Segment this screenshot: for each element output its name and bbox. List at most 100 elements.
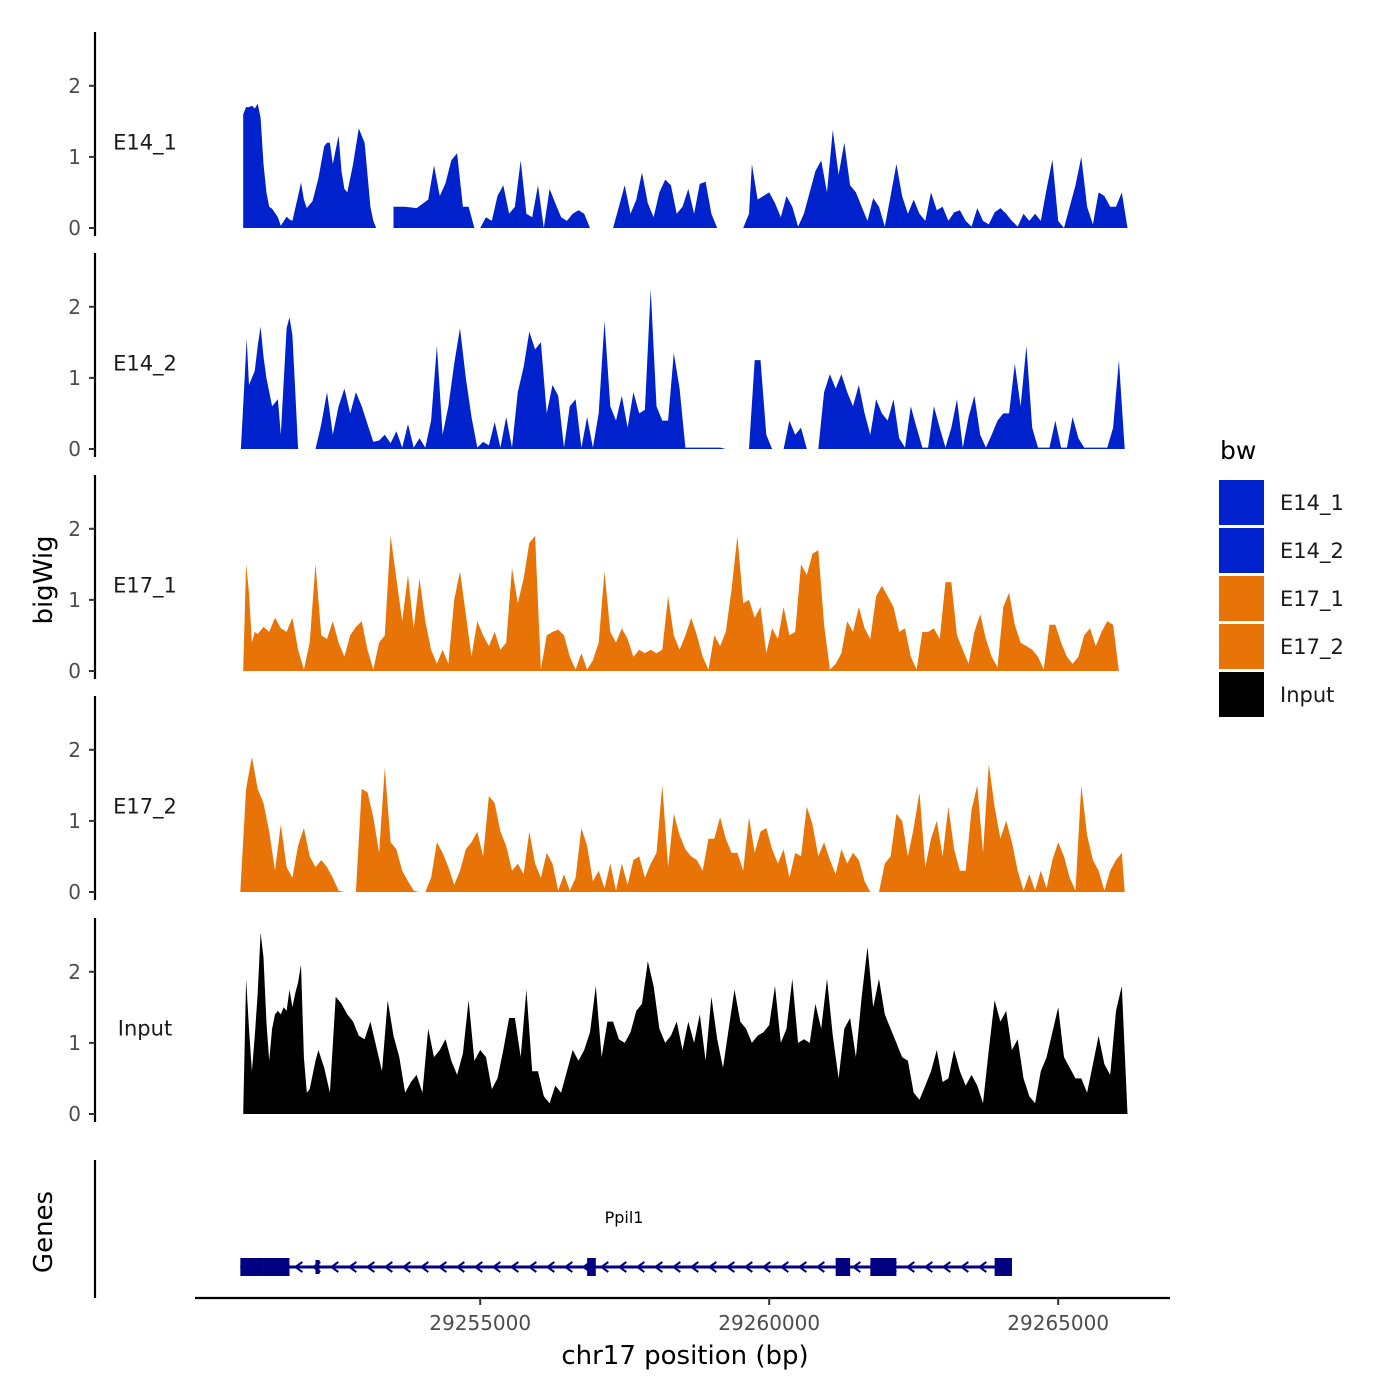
x-tick-label: 29265000 (1007, 1311, 1109, 1335)
track-label: E17_2 (113, 795, 177, 820)
x-axis-title: chr17 position (bp) (561, 1341, 808, 1371)
x-axis: 29255000 29260000 29265000 (195, 1296, 1170, 1335)
coverage-area (243, 932, 1128, 1114)
strand-arrow (401, 1261, 411, 1273)
track-label: E14_2 (113, 352, 177, 377)
coverage-area (393, 153, 475, 228)
gene-exon (315, 1260, 320, 1274)
coverage-area (240, 317, 299, 449)
track-E17_2: 0 1 2 E17_2 (68, 696, 1125, 904)
legend-swatch (1219, 480, 1264, 525)
y-tick-label: 0 (68, 880, 81, 904)
legend-label: E14_1 (1280, 491, 1344, 516)
strand-arrow (671, 1261, 681, 1273)
strand-arrow (923, 1261, 933, 1273)
strand-arrow (437, 1261, 447, 1273)
legend-swatch (1219, 528, 1264, 573)
x-tick-label: 29260000 (718, 1311, 820, 1335)
strand-arrow (599, 1261, 609, 1273)
strand-arrow (545, 1261, 555, 1273)
legend: E14_1 E14_2 E17_1 E17_2 Input (1219, 480, 1344, 717)
gene-exon (240, 1258, 264, 1276)
coverage-area (743, 129, 1128, 228)
legend-title: bw (1220, 436, 1256, 465)
y-tick-label: 0 (68, 659, 81, 683)
track-E14_1: 0 1 2 E14_1 (68, 32, 1128, 240)
tracks-group: 0 1 2 E14_1 0 1 2 E14_2 0 1 2 E17_1 0 1 2 E17_2 0 1 2 Input (68, 32, 1128, 1126)
strand-arrow (509, 1261, 519, 1273)
strand-arrow (455, 1261, 465, 1273)
track-E14_2: 0 1 2 E14_2 (68, 253, 1125, 461)
genes-panel: Ppil1 (93, 1160, 1012, 1298)
y-tick-label: 2 (68, 517, 81, 541)
coverage-area (879, 764, 1125, 892)
strand-arrow (761, 1261, 771, 1273)
track-label: E14_1 (113, 131, 177, 156)
legend-label: Input (1280, 683, 1334, 707)
strand-arrow (743, 1261, 753, 1273)
track-E17_1: 0 1 2 E17_1 (68, 475, 1119, 683)
y-axis-title: bigWig (29, 535, 59, 624)
strand-arrow (473, 1261, 483, 1273)
track-label: Input (118, 1017, 172, 1041)
legend-swatch (1219, 624, 1264, 669)
y-tick-label: 1 (68, 145, 81, 169)
gene-exon (870, 1258, 897, 1276)
y-tick-label: 1 (68, 1031, 81, 1055)
legend-swatch (1219, 672, 1264, 717)
strand-arrow (419, 1261, 429, 1273)
strand-arrow (779, 1261, 789, 1273)
y-tick-label: 1 (68, 809, 81, 833)
strand-arrow (329, 1261, 339, 1273)
strand-arrow (563, 1261, 573, 1273)
coverage-area (480, 160, 590, 228)
y-tick-label: 1 (68, 588, 81, 612)
y-tick-label: 0 (68, 1102, 81, 1126)
coverage-area (240, 756, 345, 892)
genes-panel-title: Genes (29, 1191, 59, 1273)
strand-arrow (347, 1261, 357, 1273)
coverage-area (355, 767, 420, 892)
strand-arrow (797, 1261, 807, 1273)
strand-arrow (617, 1261, 627, 1273)
gene-exon (263, 1258, 290, 1276)
strand-arrow (959, 1261, 969, 1273)
y-tick-label: 1 (68, 366, 81, 390)
strand-arrow (905, 1261, 915, 1273)
coverage-area (243, 535, 1119, 671)
strand-arrow (851, 1261, 861, 1273)
y-tick-label: 2 (68, 960, 81, 984)
strand-arrow (527, 1261, 537, 1273)
gene-exon (835, 1258, 851, 1276)
gene-name-label: Ppil1 (605, 1208, 644, 1227)
coverage-area (783, 420, 807, 449)
track-label: E17_1 (113, 574, 177, 599)
strand-arrow (815, 1261, 825, 1273)
coverage-area (749, 360, 773, 449)
coverage-area (315, 289, 726, 449)
x-tick-label: 29255000 (429, 1311, 531, 1335)
strand-arrow (725, 1261, 735, 1273)
strand-arrow (689, 1261, 699, 1273)
y-tick-label: 2 (68, 295, 81, 319)
strand-arrow (491, 1261, 501, 1273)
strand-arrow (293, 1261, 303, 1273)
strand-arrow (941, 1261, 951, 1273)
legend-label: E14_2 (1280, 539, 1344, 564)
strand-arrow (653, 1261, 663, 1273)
strand-arrow (635, 1261, 645, 1273)
y-tick-label: 0 (68, 216, 81, 240)
coverage-area (243, 103, 388, 228)
legend-label: E17_2 (1280, 635, 1344, 660)
strand-arrow (707, 1261, 717, 1273)
gene-exon (994, 1258, 1012, 1276)
strand-arrow (383, 1261, 393, 1273)
coverage-area (613, 172, 729, 228)
coverage-area (818, 345, 1125, 449)
y-tick-label: 0 (68, 437, 81, 461)
y-tick-label: 2 (68, 738, 81, 762)
track-Input: 0 1 2 Input (68, 918, 1128, 1126)
coverage-area (425, 785, 871, 892)
strand-arrow (365, 1261, 375, 1273)
